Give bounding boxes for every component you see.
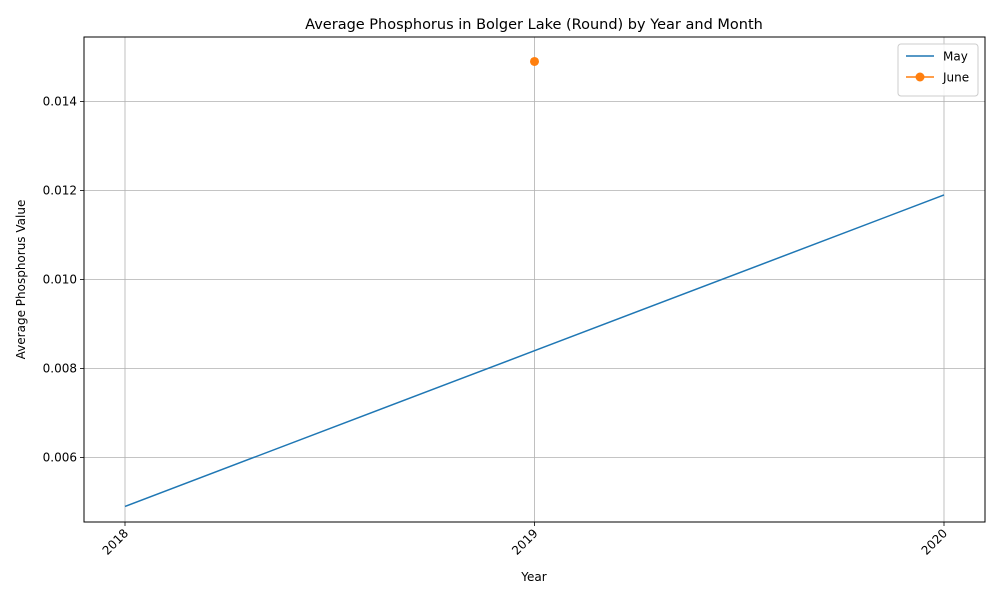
- legend-marker-june: [915, 72, 925, 82]
- y-axis-label: Average Phosphorus Value: [14, 200, 28, 360]
- data-point-june: [530, 56, 539, 66]
- y-tick-label: 0.014: [43, 95, 77, 109]
- x-axis-label: Year: [520, 570, 546, 584]
- y-tick-label: 0.010: [43, 273, 77, 287]
- chart-title: Average Phosphorus in Bolger Lake (Round…: [305, 17, 763, 33]
- legend-label-may: May: [943, 50, 968, 64]
- legend-label-june: June: [942, 71, 969, 85]
- series-line-may: [124, 194, 945, 508]
- y-axis: 0.006 0.008 0.010 0.012 0.014: [43, 95, 84, 464]
- legend-frame: [897, 43, 979, 97]
- y-tick-label: 0.006: [43, 450, 77, 464]
- y-tick-label: 0.008: [43, 361, 77, 375]
- legend: May June: [897, 43, 979, 97]
- y-tick-label: 0.012: [43, 184, 77, 198]
- grid: [84, 37, 985, 522]
- series: [124, 56, 945, 508]
